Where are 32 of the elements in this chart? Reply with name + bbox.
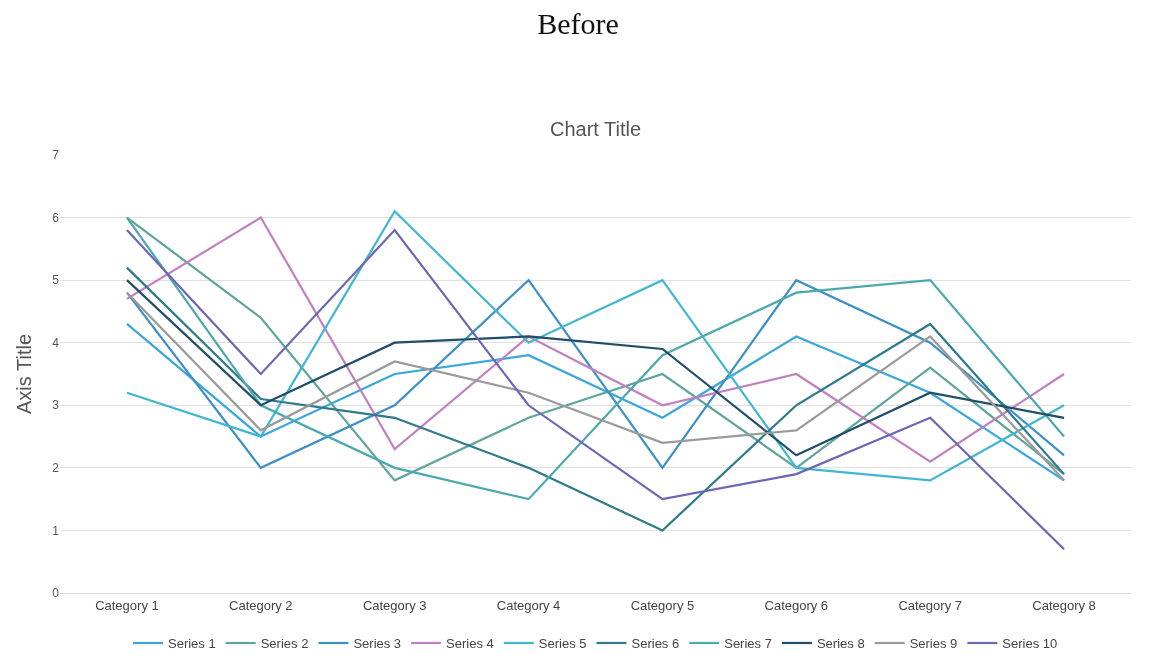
x-tick-label: Category 6: [764, 597, 829, 613]
x-tick-label: Category 2: [229, 597, 293, 613]
y-tick-label: 4: [52, 335, 60, 350]
line-series: [125, 322, 1066, 482]
y-tick-label: 0: [52, 586, 60, 601]
y-tick-label: 6: [52, 210, 60, 225]
legend-label: Series 7: [724, 636, 772, 652]
legend-label: Series 10: [1002, 636, 1058, 652]
y-tick-label: 1: [52, 523, 60, 538]
x-tick-label: Category 4: [496, 597, 561, 613]
legend-label: Series 9: [909, 636, 958, 652]
x-tick-label: Category 7: [898, 597, 962, 613]
line-series: [125, 228, 1066, 551]
y-tick-label: 2: [52, 461, 60, 476]
x-tick-label: Category 8: [1032, 597, 1096, 613]
y-axis-title: Axis Title: [12, 333, 35, 415]
y-tick-label: 7: [52, 148, 60, 163]
legend-label: Series 8: [816, 636, 865, 652]
chart-title: Before: [537, 7, 619, 41]
legend-label: Series 6: [631, 636, 680, 652]
y-tick-label: 5: [52, 273, 60, 288]
legend-label: Series 1: [168, 636, 216, 652]
legend-label: Series 2: [260, 636, 309, 652]
line-series: [125, 266, 1066, 532]
legend-label: Series 3: [353, 636, 402, 652]
x-tick-label: Category 3: [362, 597, 427, 613]
legend-label: Series 4: [446, 636, 494, 652]
chart-subtitle: Chart Title: [550, 118, 642, 140]
legend-label: Series 5: [538, 636, 587, 652]
y-tick-label: 3: [52, 398, 60, 413]
x-tick-label: Category 5: [630, 597, 695, 613]
x-tick-label: Category 1: [95, 597, 159, 613]
